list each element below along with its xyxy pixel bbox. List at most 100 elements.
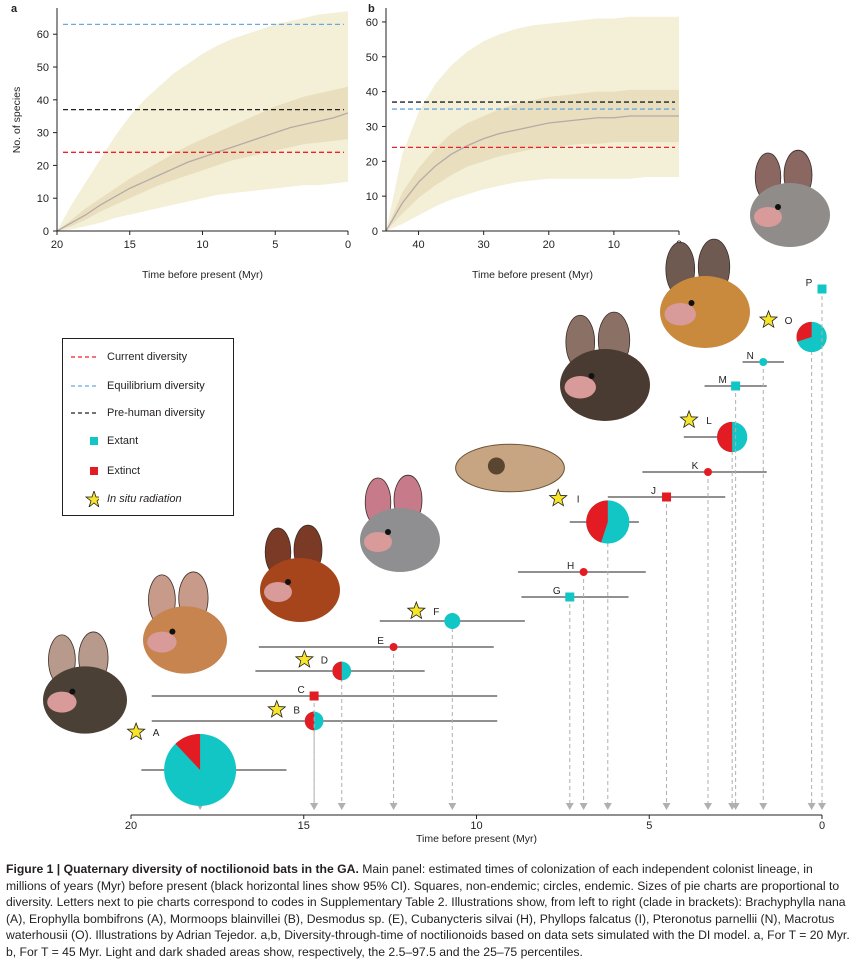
legend-item-extant: Extant: [63, 433, 233, 449]
drop-arrow: [662, 803, 671, 810]
drop-arrow: [337, 803, 346, 810]
legend-label: In situ radiation: [107, 493, 182, 505]
bat-eye: [285, 579, 291, 585]
bat-eye: [169, 628, 176, 635]
caption-title: Figure 1 | Quaternary diversity of nocti…: [6, 862, 359, 876]
drop-arrow: [759, 803, 768, 810]
circle-marker: [703, 468, 712, 476]
bat-skull-illustration: [455, 443, 565, 493]
y-tick-label: 50: [366, 52, 378, 64]
drop-arrow: [818, 803, 826, 810]
square-marker: [817, 284, 827, 294]
drop-arrow: [579, 803, 588, 810]
y-tick-label: 40: [366, 87, 378, 99]
lineage-L: L: [679, 409, 748, 810]
x-tick-label: 5: [646, 820, 652, 832]
bat-illustrations: [43, 149, 830, 734]
pie-extinct-slice: [586, 500, 608, 543]
drop-arrow: [389, 803, 398, 810]
square-marker: [662, 492, 672, 502]
lineage-K: K: [642, 461, 767, 810]
y-tick-label: 60: [366, 17, 378, 29]
x-tick-label: 40: [412, 239, 424, 251]
lineage-code: J: [651, 486, 656, 497]
legend-item-current: Current diversity: [63, 349, 233, 365]
circle-marker: [579, 568, 588, 576]
y-tick-label: 30: [366, 121, 378, 133]
extinct-square-icon: [90, 467, 98, 475]
lineage-code: E: [377, 636, 384, 647]
skull-orbit: [487, 457, 505, 475]
bat-snout: [264, 582, 292, 602]
colonization-timeline-chart: A BC D E F G H I J K L M N O P 20 15 10 5 0 Time before pres…: [125, 278, 827, 845]
bat-head: [260, 558, 340, 622]
square-marker: [309, 691, 319, 701]
prehuman-dashed-line-icon: [71, 412, 99, 414]
legend-label: Equilibrium diversity: [107, 380, 205, 392]
caption-body: Main panel: estimated times of colonizat…: [6, 862, 850, 959]
bat-snout: [47, 691, 77, 713]
lineage-O: O: [758, 309, 827, 810]
lineage-code: F: [433, 607, 439, 618]
bat-illustration-7: [750, 149, 830, 247]
lineage-code: H: [567, 561, 574, 572]
bat-illustration-2: [143, 571, 227, 674]
y-axis-title: No. of species: [11, 87, 23, 154]
lineage-code: L: [706, 416, 712, 427]
x-tick-label: 20: [51, 239, 63, 251]
current-dashed-line-icon: [71, 356, 99, 358]
pie-extinct-slice: [717, 421, 733, 453]
x-tick-label: 20: [125, 820, 137, 832]
y-tick-label: 30: [37, 128, 49, 140]
panel-label: b: [368, 3, 375, 15]
bat-eye: [69, 688, 76, 695]
drop-arrow: [448, 803, 457, 810]
x-tick-label: 15: [124, 239, 136, 251]
lineage-H: H: [517, 561, 646, 810]
lineage-P: P: [806, 278, 827, 810]
bat-snout: [147, 631, 177, 653]
x-axis-title: Time before present (Myr): [142, 269, 263, 281]
x-tick-label: 30: [478, 239, 490, 251]
drop-arrow: [310, 803, 319, 810]
bat-head: [43, 666, 127, 734]
legend-label: Extinct: [107, 465, 141, 477]
extant-square-icon: [90, 437, 98, 445]
equilibrium-dashed-line-icon: [71, 385, 99, 387]
y-tick-label: 50: [37, 62, 49, 74]
pie-extinct-slice: [175, 734, 201, 770]
iqr-band: [386, 89, 679, 231]
x-tick-label: 0: [345, 239, 351, 251]
y-tick-label: 0: [372, 226, 378, 238]
x-tick-label: 0: [819, 820, 825, 832]
y-tick-label: 60: [37, 29, 49, 41]
bat-snout: [564, 376, 596, 399]
lineage-F: F: [379, 600, 525, 810]
radiation-star-icon: [294, 649, 315, 668]
lineage-M: M: [704, 375, 767, 810]
x-tick-label: 5: [272, 239, 278, 251]
bat-snout: [664, 303, 696, 326]
panel-b-chart: 4030201000102030405060Time before presen…: [366, 3, 682, 281]
lineage-code: M: [718, 375, 726, 386]
bat-head: [660, 276, 750, 348]
x-tick-label: 10: [608, 239, 620, 251]
x-tick-label: 20: [543, 239, 555, 251]
bat-illustration-5: [560, 311, 650, 421]
lineage-code: N: [747, 351, 754, 362]
lineage-code: I: [577, 494, 580, 505]
bat-head: [750, 183, 830, 247]
x-tick-label: 10: [196, 239, 208, 251]
bat-illustration-6: [660, 238, 750, 348]
bat-snout: [364, 532, 392, 552]
lineage-E: E: [258, 636, 494, 810]
legend-item-prehuman: Pre-human diversity: [63, 405, 233, 421]
lineage-G: G: [521, 586, 629, 810]
legend-label: Extant: [107, 435, 139, 447]
lineage-code: P: [806, 278, 813, 289]
lineage-code: G: [553, 586, 561, 597]
y-tick-label: 0: [43, 226, 49, 238]
bat-snout: [754, 207, 782, 227]
radiation-star-icon: [406, 600, 426, 620]
